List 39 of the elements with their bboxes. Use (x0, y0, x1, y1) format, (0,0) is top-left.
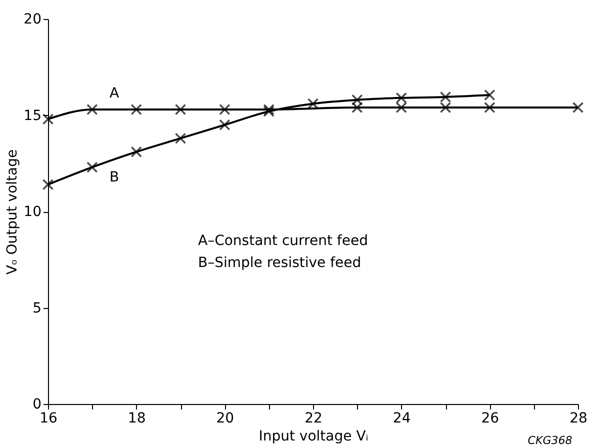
y-tick-label: 20 (24, 12, 42, 28)
point (484, 102, 496, 114)
point (130, 146, 142, 158)
x-tick-label: 20 (216, 410, 234, 426)
x-tick-label: 24 (392, 410, 411, 426)
point (42, 178, 54, 190)
y-axis-title: Vₒ Output voltage (4, 149, 21, 275)
point (174, 132, 186, 144)
x-axis-title: Input voltage Vᵢ (258, 428, 368, 444)
y-tick-label: 0 (32, 396, 42, 412)
point (307, 98, 319, 110)
point (352, 102, 363, 114)
x-tick-label: 28 (570, 410, 588, 426)
series-label: A (109, 85, 120, 102)
point (396, 102, 407, 114)
point (440, 102, 452, 114)
y-tick-label: 10 (24, 204, 42, 220)
point (396, 92, 407, 104)
point (42, 113, 54, 125)
x-tick-label: 22 (304, 410, 322, 426)
point (86, 104, 98, 116)
x-tick-label: 16 (40, 410, 58, 426)
series-label: B (109, 170, 120, 186)
y-tick-label: 5 (32, 300, 42, 316)
point (219, 119, 230, 131)
text: CKG368 (528, 434, 572, 446)
y-tick-label: 15 (24, 108, 42, 124)
point (219, 104, 230, 116)
point (130, 104, 142, 116)
annotation: B–Simple resistive feed (198, 255, 362, 271)
x-tick-label: 18 (128, 410, 146, 426)
point (484, 89, 496, 101)
point (440, 91, 452, 103)
point (174, 104, 186, 116)
point (86, 162, 98, 173)
x-tick-label: 26 (481, 410, 500, 426)
point (352, 94, 363, 106)
point (572, 102, 584, 114)
annotation: A–Constant current feed (198, 233, 368, 249)
